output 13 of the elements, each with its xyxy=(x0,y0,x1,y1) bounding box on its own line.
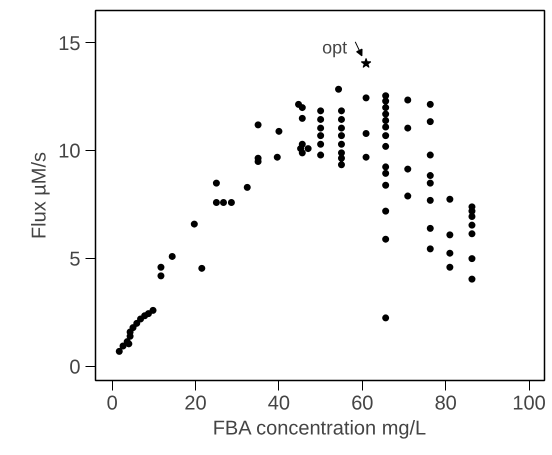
y-axis-title: Flux µM/s xyxy=(28,152,50,240)
annotation: opt xyxy=(322,37,348,58)
x-tick-label: 100 xyxy=(512,392,546,414)
x-tick-label: 80 xyxy=(434,392,457,414)
x-axis-title: FBA concentration mg/L xyxy=(212,418,426,440)
x-tick-label: 0 xyxy=(106,392,118,414)
x-tick-label: 20 xyxy=(184,392,207,414)
y-tick-label: 15 xyxy=(58,32,81,55)
x-tick-label: 40 xyxy=(268,392,290,414)
y-tick-label: 10 xyxy=(58,140,81,163)
y-tick-label: 5 xyxy=(69,248,80,271)
x-tick-label: 60 xyxy=(351,392,374,414)
y-tick-label: 0 xyxy=(69,356,80,378)
